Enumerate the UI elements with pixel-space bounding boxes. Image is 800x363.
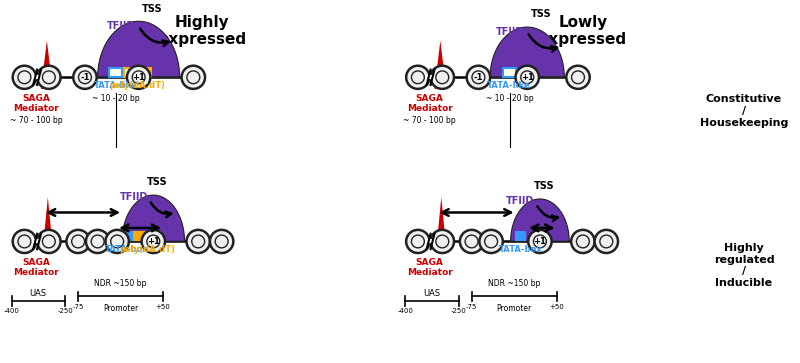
Polygon shape (98, 21, 180, 77)
Bar (121, 231, 133, 241)
Text: TATA-like: TATA-like (487, 81, 531, 90)
Circle shape (142, 230, 165, 253)
Circle shape (106, 230, 129, 253)
Text: NDR ~150 bp: NDR ~150 bp (488, 279, 540, 288)
Polygon shape (122, 195, 185, 241)
Text: Lowly
expressed: Lowly expressed (539, 15, 627, 47)
Circle shape (406, 66, 430, 89)
Text: SAGA
Mediator: SAGA Mediator (14, 258, 59, 277)
Circle shape (186, 230, 210, 253)
Circle shape (594, 230, 618, 253)
Bar (503, 68, 515, 77)
Circle shape (571, 230, 594, 253)
Polygon shape (42, 197, 54, 253)
Circle shape (460, 230, 483, 253)
Text: SAGA
Mediator: SAGA Mediator (14, 94, 59, 113)
Text: NDR ~150 bp: NDR ~150 bp (94, 279, 146, 288)
Text: UAS: UAS (30, 289, 46, 298)
Text: ~ 70 - 100 bp: ~ 70 - 100 bp (10, 116, 62, 125)
Text: +1: +1 (534, 237, 546, 246)
Text: TFIID: TFIID (119, 192, 148, 202)
Text: -400: -400 (398, 308, 413, 314)
Text: -400: -400 (4, 308, 20, 314)
Bar (133, 231, 162, 241)
Text: TATA-box: TATA-box (105, 245, 149, 254)
Text: Highly
regulated
/
Inducible: Highly regulated / Inducible (714, 243, 774, 288)
Text: TATA-like: TATA-like (94, 81, 138, 90)
Text: +50: +50 (549, 304, 564, 310)
Text: poly(dA:dT): poly(dA:dT) (119, 245, 175, 254)
Circle shape (66, 230, 90, 253)
Text: SAGA
Mediator: SAGA Mediator (406, 94, 453, 113)
Polygon shape (510, 199, 570, 241)
Text: Promoter: Promoter (103, 304, 138, 313)
Text: -1: -1 (80, 73, 90, 82)
Polygon shape (41, 41, 53, 89)
Text: ~ 10 - 20 bp: ~ 10 - 20 bp (92, 94, 140, 103)
Circle shape (182, 66, 205, 89)
Circle shape (430, 66, 454, 89)
Bar (110, 68, 122, 77)
Text: TFIID: TFIID (107, 21, 135, 31)
Polygon shape (406, 230, 418, 253)
Circle shape (86, 230, 110, 253)
Text: -250: -250 (451, 308, 466, 314)
Circle shape (515, 66, 539, 89)
Text: TSS: TSS (147, 178, 167, 187)
Polygon shape (434, 41, 446, 89)
Text: +1: +1 (132, 73, 145, 82)
Circle shape (13, 66, 36, 89)
Polygon shape (13, 230, 25, 253)
Text: TATA-box: TATA-box (498, 245, 542, 254)
Circle shape (37, 230, 61, 253)
Text: -1: -1 (474, 73, 483, 82)
Text: TFIID: TFIID (495, 27, 524, 37)
Text: Promoter: Promoter (497, 304, 532, 313)
Text: +50: +50 (156, 304, 170, 310)
Text: TSS: TSS (142, 4, 162, 13)
Text: -75: -75 (466, 304, 478, 310)
Bar (124, 68, 151, 77)
Circle shape (13, 230, 36, 253)
Text: UAS: UAS (423, 289, 440, 298)
Circle shape (210, 230, 234, 253)
Circle shape (566, 66, 590, 89)
Circle shape (406, 230, 430, 253)
Circle shape (479, 230, 503, 253)
Text: TSS: TSS (530, 9, 551, 19)
Text: Highly
expressed: Highly expressed (158, 15, 246, 47)
Polygon shape (436, 197, 446, 253)
Text: TFIID: TFIID (506, 196, 534, 206)
Text: ~ 10 - 20 bp: ~ 10 - 20 bp (486, 94, 534, 103)
Circle shape (37, 66, 61, 89)
Text: -250: -250 (58, 308, 74, 314)
Bar (514, 231, 526, 241)
Circle shape (74, 66, 97, 89)
Circle shape (127, 66, 150, 89)
Polygon shape (490, 27, 564, 77)
Circle shape (430, 230, 454, 253)
Text: Constitutive
/
Housekeeping: Constitutive / Housekeeping (700, 94, 788, 128)
Text: SAGA
Mediator: SAGA Mediator (406, 258, 453, 277)
Text: +1: +1 (521, 73, 534, 82)
Text: +1: +1 (147, 237, 160, 246)
Circle shape (528, 230, 552, 253)
Text: ~ 70 - 100 bp: ~ 70 - 100 bp (403, 116, 456, 125)
Polygon shape (13, 66, 25, 89)
Text: TSS: TSS (534, 181, 554, 191)
Circle shape (466, 66, 490, 89)
Text: -75: -75 (73, 304, 84, 310)
Text: poly(dA:dT): poly(dA:dT) (110, 81, 166, 90)
Polygon shape (406, 66, 418, 89)
